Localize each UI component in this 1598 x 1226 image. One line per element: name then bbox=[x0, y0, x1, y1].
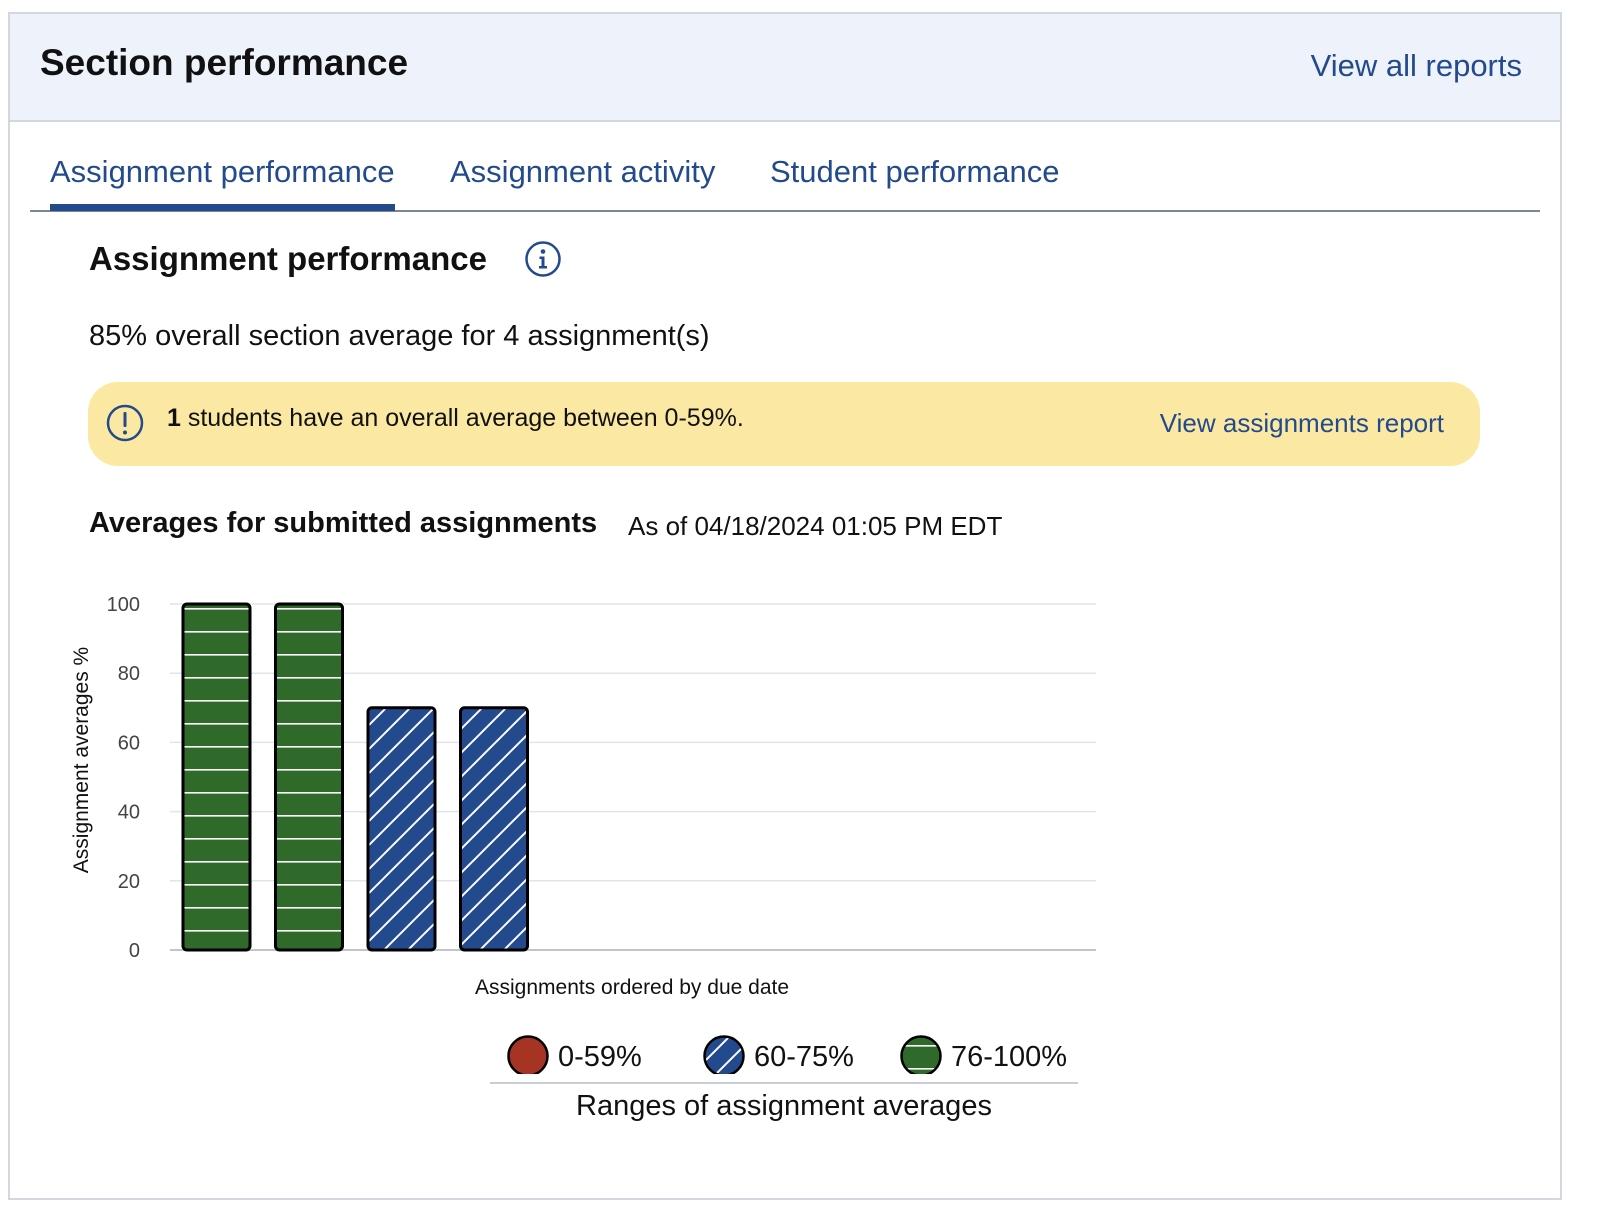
section-performance-card: Section performance View all reports Ass… bbox=[8, 12, 1562, 1200]
y-tick-label: 0 bbox=[129, 940, 140, 962]
legend-label: 60-75% bbox=[754, 1041, 854, 1073]
legend-label: 76-100% bbox=[951, 1041, 1067, 1073]
chart-heading: Averages for submitted assignments bbox=[89, 507, 598, 539]
view-all-reports-link[interactable]: View all reports bbox=[1310, 48, 1522, 83]
assignment-bar[interactable] bbox=[274, 602, 344, 952]
section-heading: Assignment performance bbox=[89, 240, 487, 277]
tab-bar: Assignment performance Assignment activi… bbox=[30, 120, 1540, 212]
legend-caption: Ranges of assignment averages bbox=[576, 1090, 992, 1122]
card-header: Section performance View all reports bbox=[10, 14, 1560, 122]
view-assignments-report-link[interactable]: View assignments report bbox=[1159, 408, 1444, 438]
alert-message-text: students have an overall average between… bbox=[180, 404, 744, 432]
tab-assignment-performance[interactable]: Assignment performance bbox=[50, 154, 395, 211]
y-axis-ticks: 0 20 40 60 80 100 bbox=[107, 594, 140, 962]
exclamation-circle-icon bbox=[106, 404, 144, 442]
averages-bar-chart: 0 20 40 60 80 100 Assignment averages % Assig… bbox=[70, 594, 1096, 1074]
x-axis-label: Assignments ordered by due date bbox=[475, 976, 789, 999]
legend-label: 0-59% bbox=[558, 1041, 642, 1073]
card-title: Section performance bbox=[40, 42, 409, 83]
info-icon[interactable] bbox=[524, 240, 562, 278]
chart-timestamp: As of 04/18/2024 01:05 PM EDT bbox=[628, 511, 1003, 541]
y-tick-label: 40 bbox=[118, 802, 140, 824]
y-tick-label: 60 bbox=[118, 732, 140, 754]
legend-swatch bbox=[507, 1035, 549, 1074]
assignment-bar[interactable] bbox=[181, 602, 252, 952]
y-tick-label: 20 bbox=[118, 871, 140, 893]
low-average-alert: 1 students have an overall average betwe… bbox=[88, 382, 1480, 466]
chart-legend: 0-59% 60-75% 76-100% bbox=[507, 1035, 1067, 1074]
overall-average-text: 85% overall section average for 4 assign… bbox=[89, 320, 710, 352]
assignment-bar[interactable] bbox=[459, 706, 529, 952]
y-tick-label: 100 bbox=[107, 594, 140, 616]
tab-assignment-activity[interactable]: Assignment activity bbox=[450, 154, 716, 189]
y-axis-label: Assignment averages % bbox=[70, 647, 93, 873]
chart-bars bbox=[181, 602, 529, 952]
legend-divider bbox=[490, 1082, 1078, 1084]
alert-student-count: 1 bbox=[167, 404, 181, 432]
y-tick-label: 80 bbox=[118, 663, 140, 685]
assignment-bar[interactable] bbox=[366, 706, 437, 952]
legend-swatch bbox=[703, 1035, 745, 1074]
alert-message: 1 students have an overall average betwe… bbox=[167, 404, 744, 433]
tab-student-performance[interactable]: Student performance bbox=[770, 154, 1060, 189]
legend-swatch bbox=[900, 1035, 942, 1074]
